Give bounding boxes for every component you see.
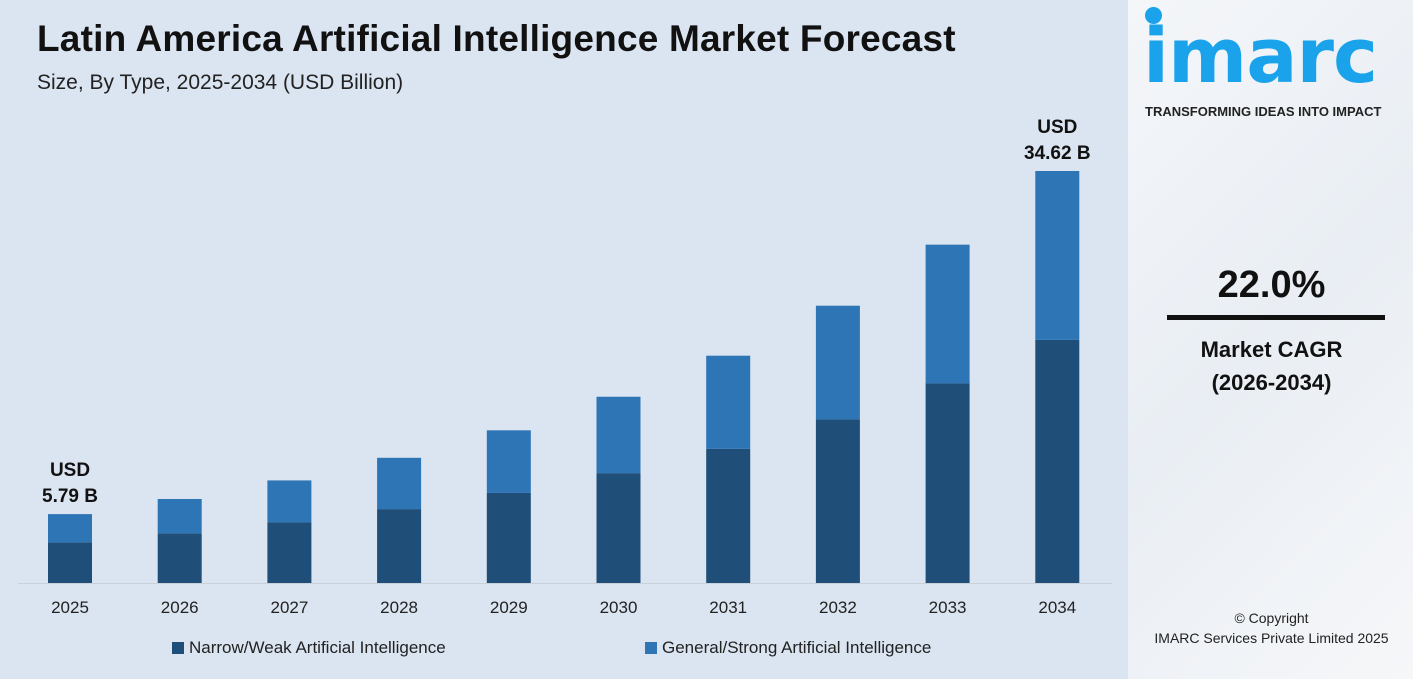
x-tick-label: 2028 (380, 598, 418, 617)
cagr-divider (1167, 315, 1385, 320)
x-tick-label: 2031 (709, 598, 747, 617)
x-tick-label: 2034 (1038, 598, 1076, 617)
logo-wordmark: imarc (1143, 11, 1378, 100)
cagr-label: Market CAGR (1200, 337, 1343, 362)
bar-general-2025 (48, 514, 92, 543)
data-label-2034: 34.62 B (1024, 143, 1091, 164)
legend-label: Narrow/Weak Artificial Intelligence (189, 638, 446, 657)
x-tick-label: 2030 (600, 598, 638, 617)
bar-narrow-2033 (925, 383, 970, 583)
cagr-period: (2026-2034) (1211, 370, 1332, 395)
bar-narrow-2025 (48, 542, 92, 583)
x-tick-label: 2026 (161, 598, 199, 617)
company-name: IMARC Services Private Limited 2025 (1154, 630, 1389, 646)
bar-general-2028 (377, 457, 422, 510)
bar-narrow-2029 (486, 492, 531, 583)
chart-title: Latin America Artificial Intelligence Ma… (37, 18, 956, 59)
bar-general-2027 (267, 480, 312, 523)
x-tick-label: 2033 (929, 598, 967, 617)
data-label-2034: USD (1037, 117, 1077, 138)
sidebar-panel (1128, 0, 1413, 679)
copyright: © Copyright (1234, 610, 1309, 626)
bar-narrow-2032 (815, 419, 860, 583)
x-tick-label: 2032 (819, 598, 857, 617)
bar-narrow-2026 (157, 533, 202, 583)
logo-dot-icon (1145, 7, 1162, 24)
bar-narrow-2031 (706, 448, 751, 583)
bar-general-2033 (925, 244, 970, 384)
legend-swatch (645, 642, 657, 654)
legend-item-general: General/Strong Artificial Intelligence (645, 638, 931, 658)
legend-swatch (172, 642, 184, 654)
legend-item-narrow: Narrow/Weak Artificial Intelligence (172, 638, 446, 658)
bar-general-2029 (486, 430, 531, 493)
x-tick-label: 2027 (270, 598, 308, 617)
bar-general-2032 (815, 305, 860, 420)
x-tick-label: 2025 (51, 598, 89, 617)
bar-narrow-2030 (596, 473, 641, 583)
bar-narrow-2034 (1035, 339, 1080, 583)
logo-tagline: TRANSFORMING IDEAS INTO IMPACT (1145, 104, 1382, 119)
bar-general-2031 (706, 355, 751, 449)
bar-general-2026 (157, 498, 202, 534)
legend-label: General/Strong Artificial Intelligence (662, 638, 932, 657)
bar-general-2034 (1035, 171, 1080, 340)
x-tick-label: 2029 (490, 598, 528, 617)
chart-subtitle: Size, By Type, 2025-2034 (USD Billion) (37, 71, 404, 94)
bar-general-2030 (596, 396, 641, 474)
bar-chart: 2025 2026 2027 2028 2029 2030 2031 2032 2033 2034… (18, 117, 1112, 617)
data-label-2025: USD (50, 460, 90, 481)
bar-narrow-2028 (377, 509, 422, 583)
bar-narrow-2027 (267, 522, 312, 583)
cagr-value: 22.0% (1217, 264, 1326, 306)
data-label-2025: 5.79 B (42, 486, 98, 507)
